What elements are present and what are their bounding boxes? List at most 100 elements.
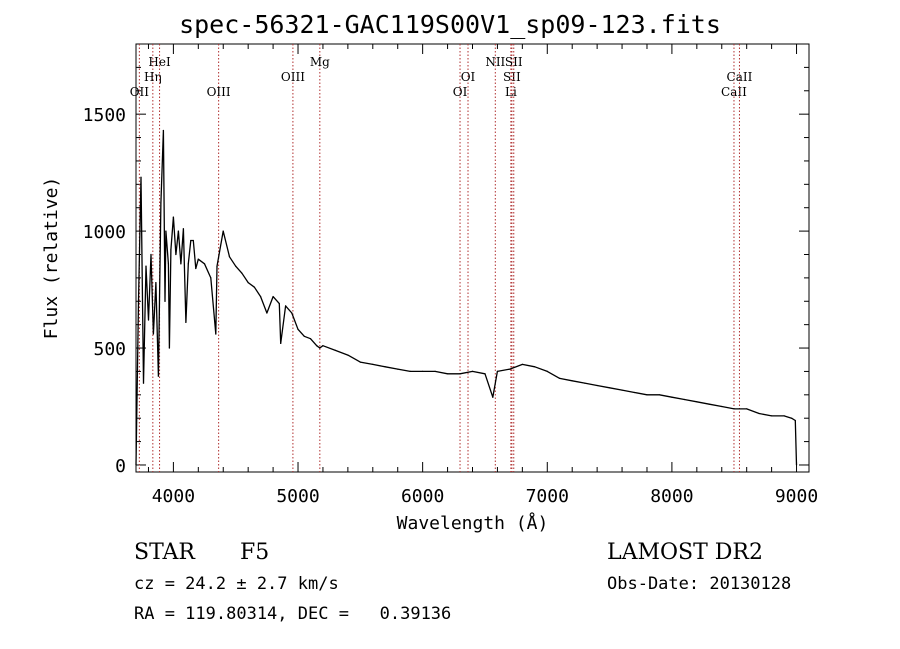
spectrum-point xyxy=(409,370,411,372)
spectrum-point xyxy=(322,345,324,347)
spectrum-point xyxy=(384,366,386,368)
spectrum-point xyxy=(559,377,561,379)
spectrum-line xyxy=(135,129,798,466)
spectrum-point xyxy=(235,265,237,267)
spectrum-point xyxy=(484,373,486,375)
spectrum-point xyxy=(147,319,150,321)
spectrum-point xyxy=(142,382,145,384)
spectrum-point xyxy=(137,300,140,302)
spectrum-point xyxy=(316,345,318,347)
spectrum-point xyxy=(266,312,268,314)
spectrum-point xyxy=(534,366,536,368)
spectrum-point xyxy=(422,370,424,372)
spectrum-point xyxy=(509,368,511,370)
spectrum-point xyxy=(180,263,182,265)
line-marker-label: CaII xyxy=(721,85,747,99)
spectrum-point xyxy=(216,265,218,267)
spectrum-point xyxy=(397,368,399,370)
line-marker-label: OIII xyxy=(281,70,305,84)
spectrum-point xyxy=(696,401,698,403)
x-tick-label: 9000 xyxy=(775,486,818,507)
spectrum-point xyxy=(447,373,449,375)
spectrum-point xyxy=(783,415,785,417)
chart-title: spec-56321-GAC119S00V1_sp09-123.fits xyxy=(179,10,721,39)
line-marker-label: OI xyxy=(453,85,468,99)
spectrum-point xyxy=(334,349,336,351)
spectrum-point xyxy=(170,249,172,251)
spectrum-point xyxy=(167,263,169,265)
spectrum-point xyxy=(172,216,174,218)
spectrum-point xyxy=(164,300,166,302)
line-marker-label: NII xyxy=(485,55,505,69)
spectrum-point xyxy=(247,282,249,284)
spectrum-point xyxy=(272,296,274,298)
redshift-value: cz = 24.2 ± 2.7 km/s xyxy=(134,574,339,594)
spectrum-point xyxy=(609,387,611,389)
spectrum-point xyxy=(471,370,474,372)
spectrum-point xyxy=(162,129,164,132)
x-tick-label: 6000 xyxy=(401,486,444,507)
spectrum-point xyxy=(185,321,187,323)
spectrum-point xyxy=(303,335,305,337)
spectrum-point xyxy=(733,408,735,410)
spectrum-point xyxy=(195,267,197,270)
spectrum-point xyxy=(222,230,224,232)
survey-name: LAMOST DR2 xyxy=(607,540,763,565)
spectrum-point xyxy=(253,286,255,288)
y-tick-label: 1000 xyxy=(83,222,126,243)
spectrum-point xyxy=(646,394,648,396)
spectrum-point xyxy=(215,333,217,335)
spectrum-point xyxy=(721,405,723,408)
plot-frame xyxy=(135,43,810,473)
spectrum-point xyxy=(140,176,142,178)
spectrum-point xyxy=(521,363,524,365)
spectrum-point xyxy=(145,265,147,267)
spectrum-point xyxy=(621,389,623,391)
line-marker-label: CaII xyxy=(727,70,753,84)
spectrum-point xyxy=(347,354,349,356)
spectrum-point xyxy=(791,417,793,419)
spectrum-point xyxy=(197,258,199,260)
spectrum-point xyxy=(177,230,179,232)
spectrum-point xyxy=(708,403,710,405)
spectrum-point xyxy=(794,419,796,422)
spectrum-point xyxy=(192,239,194,242)
spectrum-point xyxy=(319,347,321,349)
x-tick-label: 4000 xyxy=(152,486,195,507)
spectrum-point xyxy=(633,391,636,394)
line-marker-label: OI xyxy=(461,70,476,84)
spectrum-point xyxy=(571,380,573,382)
spectrum-point xyxy=(795,464,798,466)
spectrum-point xyxy=(182,228,184,230)
spectrum-point xyxy=(771,415,773,417)
spectrum-point xyxy=(280,342,282,344)
line-marker-label: Mg xyxy=(310,55,330,69)
line-marker-label: OIII xyxy=(207,85,231,99)
line-marker-label: OII xyxy=(130,85,150,99)
spectrum-point xyxy=(596,384,598,387)
spectrum-point xyxy=(152,333,154,335)
spectrum-point xyxy=(746,408,748,410)
spectrum-point xyxy=(155,282,157,284)
spectrum-point xyxy=(241,272,243,274)
spectrum-point xyxy=(546,370,548,372)
spectrum-point xyxy=(210,277,212,279)
spectrum-point xyxy=(150,253,152,256)
spectral-subclass: F5 xyxy=(240,540,270,565)
spectrum-point xyxy=(135,464,137,466)
line-marker-label: SII xyxy=(505,55,523,69)
spectrum-point xyxy=(285,305,287,307)
spectrum-point xyxy=(309,338,312,340)
y-tick-label: 1500 xyxy=(83,105,126,126)
spectrum-point xyxy=(203,263,206,265)
spectrum-point xyxy=(359,361,361,363)
x-axis-label: Wavelength (Å) xyxy=(397,512,549,534)
y-tick-label: 500 xyxy=(93,339,126,360)
spectrum-point xyxy=(584,382,586,384)
spectrum-point xyxy=(228,256,231,258)
spectrum-point xyxy=(260,296,262,298)
spectrum-point xyxy=(278,303,280,305)
x-tick-label: 7000 xyxy=(526,486,569,507)
spectrum-point xyxy=(297,328,299,330)
